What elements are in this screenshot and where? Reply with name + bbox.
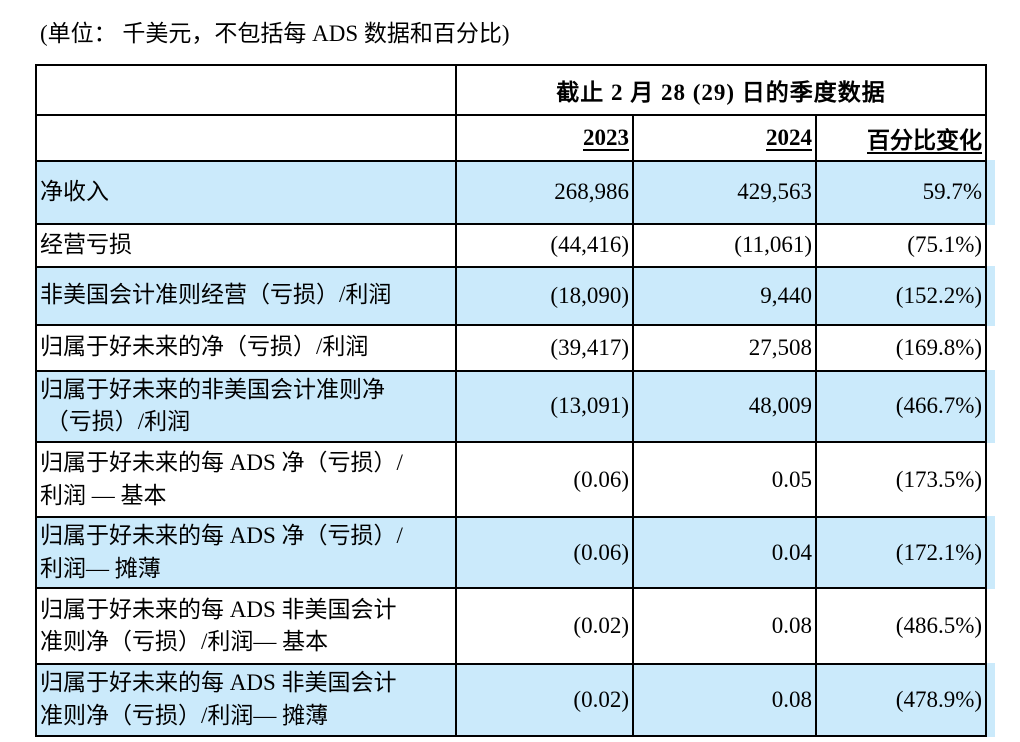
table-row-non-gaap-net-income: 归属于好未来的非美国会计准则净 （亏损）/利润 (13,091) 48,009 …	[35, 369, 997, 445]
value-2023: (44,416)	[455, 222, 634, 268]
col-header-2023-label: 2023	[583, 124, 629, 150]
value-pct-change: (478.9%)	[814, 663, 997, 739]
value-2023: (0.06)	[455, 516, 634, 590]
table-header-row-columns: 2023 2024 百分比变化	[35, 113, 988, 162]
table-row-per-ads-basic: 归属于好未来的每 ADS 净（亏损）/ 利润 — 基本 (0.06) 0.05 …	[35, 441, 988, 519]
table-row-non-gaap-operating: 非美国会计准则经营（亏损）/利润 (18,090) 9,440 (152.2%)	[35, 265, 997, 327]
value-2024: 0.04	[632, 516, 817, 590]
value-2023: (13,091)	[455, 369, 634, 444]
units-caption: (单位： 千美元，不包括每 ADS 数据和百分比)	[40, 21, 510, 46]
document-page: (单位： 千美元，不包括每 ADS 数据和百分比) 截止 2 月 28 (29)…	[0, 20, 1020, 742]
col-header-2024-label: 2024	[766, 124, 812, 150]
table-row-net-income-attributable: 归属于好未来的净（亏损）/利润 (39,417) 27,508 (169.8%)	[35, 323, 988, 372]
quarterly-results-table: 截止 2 月 28 (29) 日的季度数据 2023 2024 百分比变化 净收…	[35, 63, 997, 739]
value-2023: (0.02)	[455, 663, 634, 737]
header-empty-cell	[35, 63, 457, 116]
value-2023: (18,090)	[455, 265, 634, 326]
value-pct-change: (466.7%)	[814, 369, 997, 445]
row-label: 经营亏损	[35, 222, 457, 268]
value-2024: 27,508	[632, 323, 817, 372]
row-label: 归属于好未来的非美国会计准则净 （亏损）/利润	[35, 369, 457, 444]
col-header-pct-change-label: 百分比变化	[867, 127, 983, 153]
table-row-operating-loss: 经营亏损 (44,416) (11,061) (75.1%)	[35, 222, 988, 268]
table-row-per-ads-diluted: 归属于好未来的每 ADS 净（亏损）/ 利润— 摊薄 (0.06) 0.04 (…	[35, 516, 997, 591]
row-label: 归属于好未来的每 ADS 非美国会计 准则净（亏损）/利润— 摊薄	[35, 663, 457, 737]
col-header-pct-change: 百分比变化	[814, 113, 988, 162]
value-pct-change: (75.1%)	[814, 222, 988, 268]
value-2024: 0.05	[632, 441, 817, 519]
table-header-row-span: 截止 2 月 28 (29) 日的季度数据	[35, 63, 988, 116]
value-2024: 429,563	[632, 159, 817, 225]
col-header-2023: 2023	[455, 113, 634, 162]
row-label: 归属于好未来的每 ADS 净（亏损）/ 利润 — 基本	[35, 441, 457, 519]
table-row-per-ads-non-gaap-diluted: 归属于好未来的每 ADS 非美国会计 准则净（亏损）/利润— 摊薄 (0.02)…	[35, 663, 997, 739]
value-pct-change: (152.2%)	[814, 265, 997, 327]
value-pct-change: (169.8%)	[814, 323, 988, 372]
value-pct-change: (173.5%)	[814, 441, 988, 519]
table-row-net-revenues: 净收入 268,986 429,563 59.7%	[35, 159, 997, 226]
row-label: 归属于好未来的每 ADS 非美国会计 准则净（亏损）/利润— 基本	[35, 587, 457, 666]
row-label: 归属于好未来的每 ADS 净（亏损）/ 利润— 摊薄	[35, 516, 457, 590]
table-row-per-ads-non-gaap-basic: 归属于好未来的每 ADS 非美国会计 准则净（亏损）/利润— 基本 (0.02)…	[35, 587, 988, 666]
value-2023: 268,986	[455, 159, 634, 225]
value-2023: (0.02)	[455, 587, 634, 666]
value-2023: (39,417)	[455, 323, 634, 372]
value-2024: (11,061)	[632, 222, 817, 268]
value-2024: 0.08	[632, 663, 817, 737]
row-label: 净收入	[35, 159, 457, 225]
value-pct-change: (486.5%)	[814, 587, 988, 666]
row-label: 归属于好未来的净（亏损）/利润	[35, 323, 457, 372]
value-pct-change: (172.1%)	[814, 516, 997, 591]
value-2024: 0.08	[632, 587, 817, 666]
table-span-header: 截止 2 月 28 (29) 日的季度数据	[454, 63, 988, 116]
row-label: 非美国会计准则经营（亏损）/利润	[35, 265, 457, 326]
value-2023: (0.06)	[455, 441, 634, 519]
value-2024: 9,440	[632, 265, 817, 326]
value-2024: 48,009	[632, 369, 817, 444]
col-header-2024: 2024	[632, 113, 817, 162]
value-pct-change: 59.7%	[814, 159, 997, 226]
header-empty-cell	[35, 113, 457, 162]
